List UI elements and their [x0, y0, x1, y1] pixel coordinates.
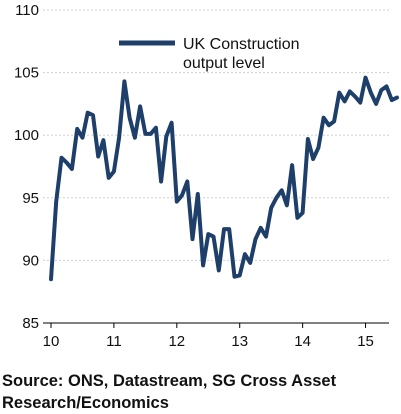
y-tick-label: 90	[22, 252, 39, 269]
y-tick-label: 110	[15, 2, 39, 19]
x-tick-label: 14	[294, 333, 311, 350]
line-chart: 85 90 95 100 105 110 10 11 12 13 14 15 UK Constructi…	[14, 2, 399, 350]
x-tick-label: 15	[357, 333, 374, 350]
x-tick-label: 12	[168, 333, 185, 350]
chart: 85 90 95 100 105 110 10 11 12 13 14 15 UK Constructi…	[14, 2, 399, 350]
y-tick-label: 85	[22, 315, 39, 332]
y-tick-label: 105	[14, 65, 39, 82]
x-tick-label: 10	[43, 333, 60, 350]
y-tick-label: 95	[22, 190, 39, 207]
series-line-0	[49, 75, 399, 282]
source-note: Source: ONS, Datastream, SG Cross Asset …	[2, 372, 337, 412]
x-tick-label: 13	[231, 333, 248, 350]
y-tick-label: 100	[14, 127, 39, 144]
x-tick-label: 11	[106, 333, 122, 350]
legend-label: UK Construction output level	[183, 36, 300, 72]
